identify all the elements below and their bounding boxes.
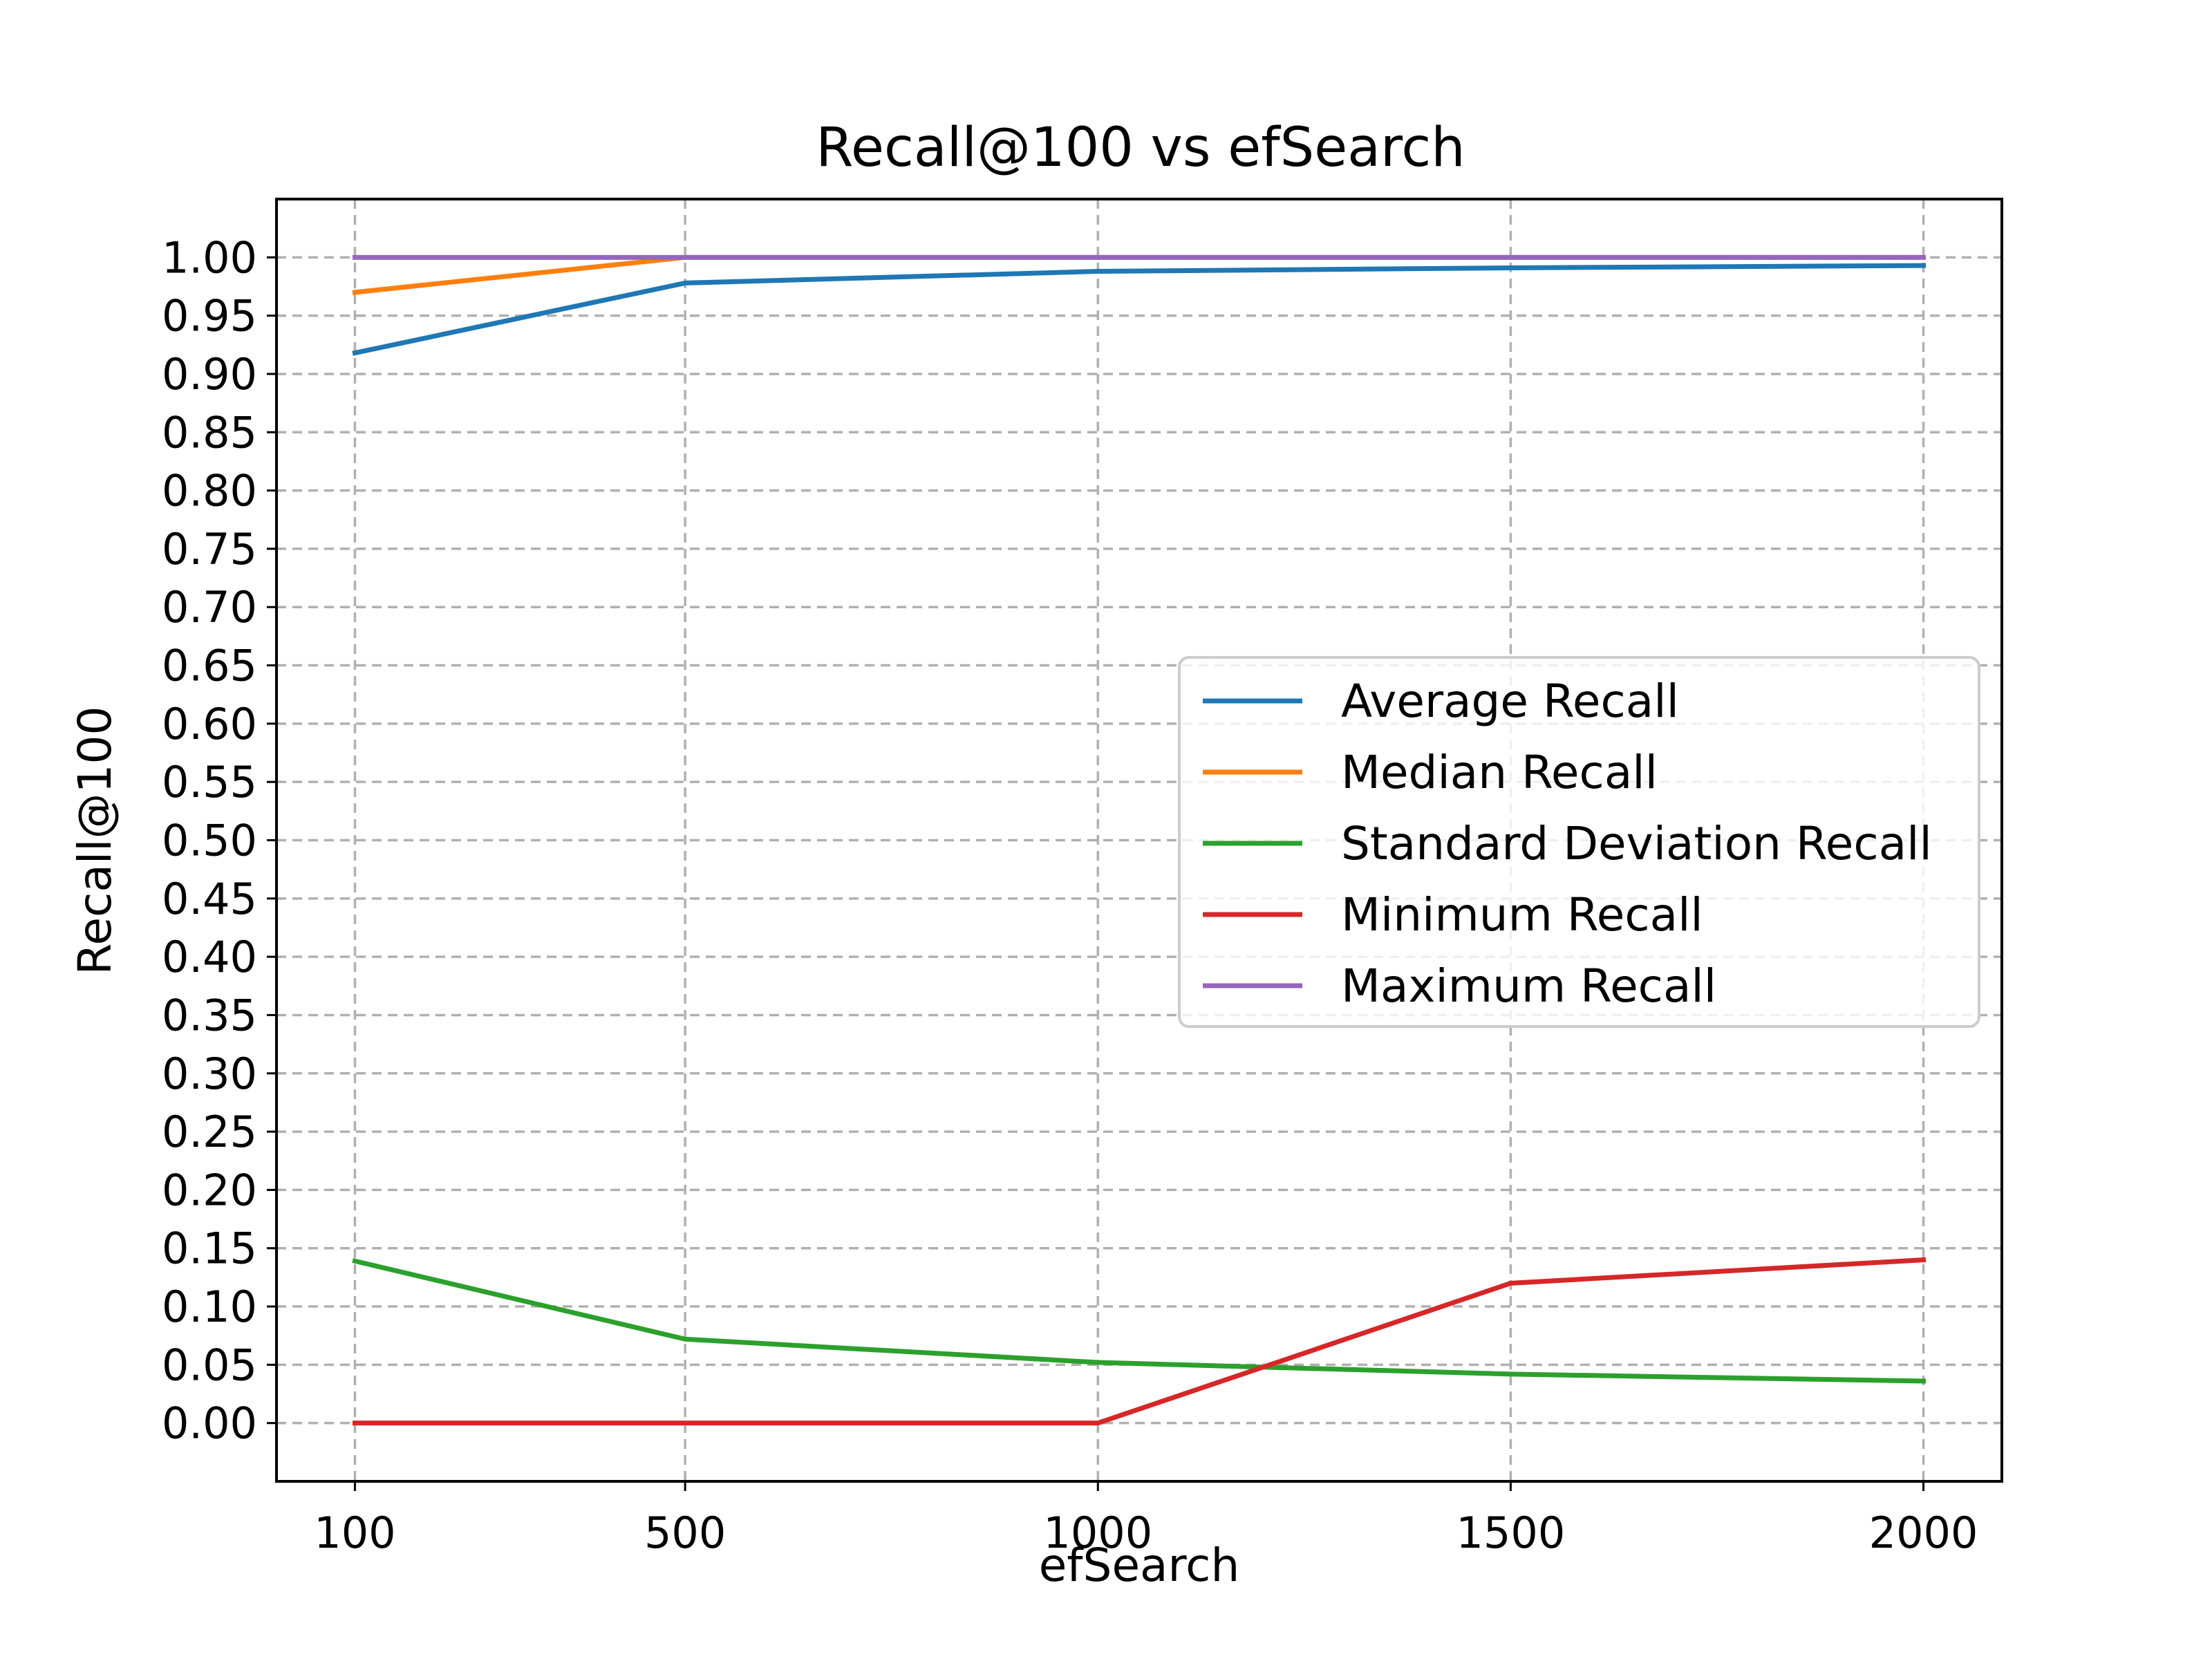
legend: Average Recall Median Recall Standard Devi… (1178, 656, 1980, 1028)
legend-label-standard-deviation-recall: Standard Deviation Recall (1341, 817, 1932, 870)
axis-ticks: 100 500 1000 1500 2000 0.00 0.05 0.10 0.15 0.20 0.… (162, 232, 1978, 1558)
y-tick-label: 0.65 (162, 641, 257, 691)
legend-label-minimum-recall: Minimum Recall (1341, 888, 1703, 941)
legend-label-maximum-recall: Maximum Recall (1341, 959, 1716, 1013)
chart-title: Recall@100 vs efSearch (816, 117, 1465, 179)
minimum-recall-line (352, 1257, 1927, 1426)
y-tick-label: 0.70 (162, 582, 257, 632)
y-tick-label: 0.80 (162, 466, 257, 516)
x-tick-label: 100 (314, 1508, 395, 1558)
x-tick-label: 1500 (1456, 1508, 1566, 1558)
series-lines (352, 254, 1927, 1426)
y-tick-label: 0.75 (162, 524, 257, 574)
y-tick-label: 1.00 (162, 232, 257, 283)
legend-label-median-recall: Median Recall (1341, 746, 1658, 799)
x-tick-label: 2000 (1869, 1508, 1978, 1558)
y-tick-label: 0.20 (162, 1165, 257, 1215)
average-recall-line (352, 263, 1927, 356)
y-tick-label: 0.55 (162, 757, 257, 807)
legend-box (1178, 656, 1980, 1028)
y-tick-label: 0.35 (162, 990, 257, 1040)
y-tick-label: 0.25 (162, 1107, 257, 1157)
y-tick-label: 0.00 (162, 1398, 257, 1449)
y-tick-label: 0.50 (162, 816, 257, 866)
x-tick-label: 500 (644, 1508, 726, 1558)
y-tick-label: 0.90 (162, 349, 257, 400)
y-tick-label: 0.40 (162, 932, 257, 982)
y-tick-label: 0.30 (162, 1049, 257, 1099)
standard-deviation-recall-line (352, 1258, 1927, 1384)
y-tick-label: 0.10 (162, 1282, 257, 1332)
y-tick-label: 0.60 (162, 699, 257, 749)
y-tick-label: 0.05 (162, 1340, 257, 1390)
x-axis-label: efSearch (1039, 1539, 1240, 1592)
y-tick-label: 0.45 (162, 874, 257, 924)
y-tick-label: 0.95 (162, 291, 257, 341)
median-recall-line (352, 254, 1927, 295)
y-tick-label: 0.15 (162, 1224, 257, 1274)
y-tick-label: 0.85 (162, 407, 257, 458)
x-tick-label: 1000 (1043, 1508, 1152, 1558)
legend-label-average-recall: Average Recall (1341, 675, 1679, 728)
y-axis-label: Recall@100 (68, 706, 122, 975)
